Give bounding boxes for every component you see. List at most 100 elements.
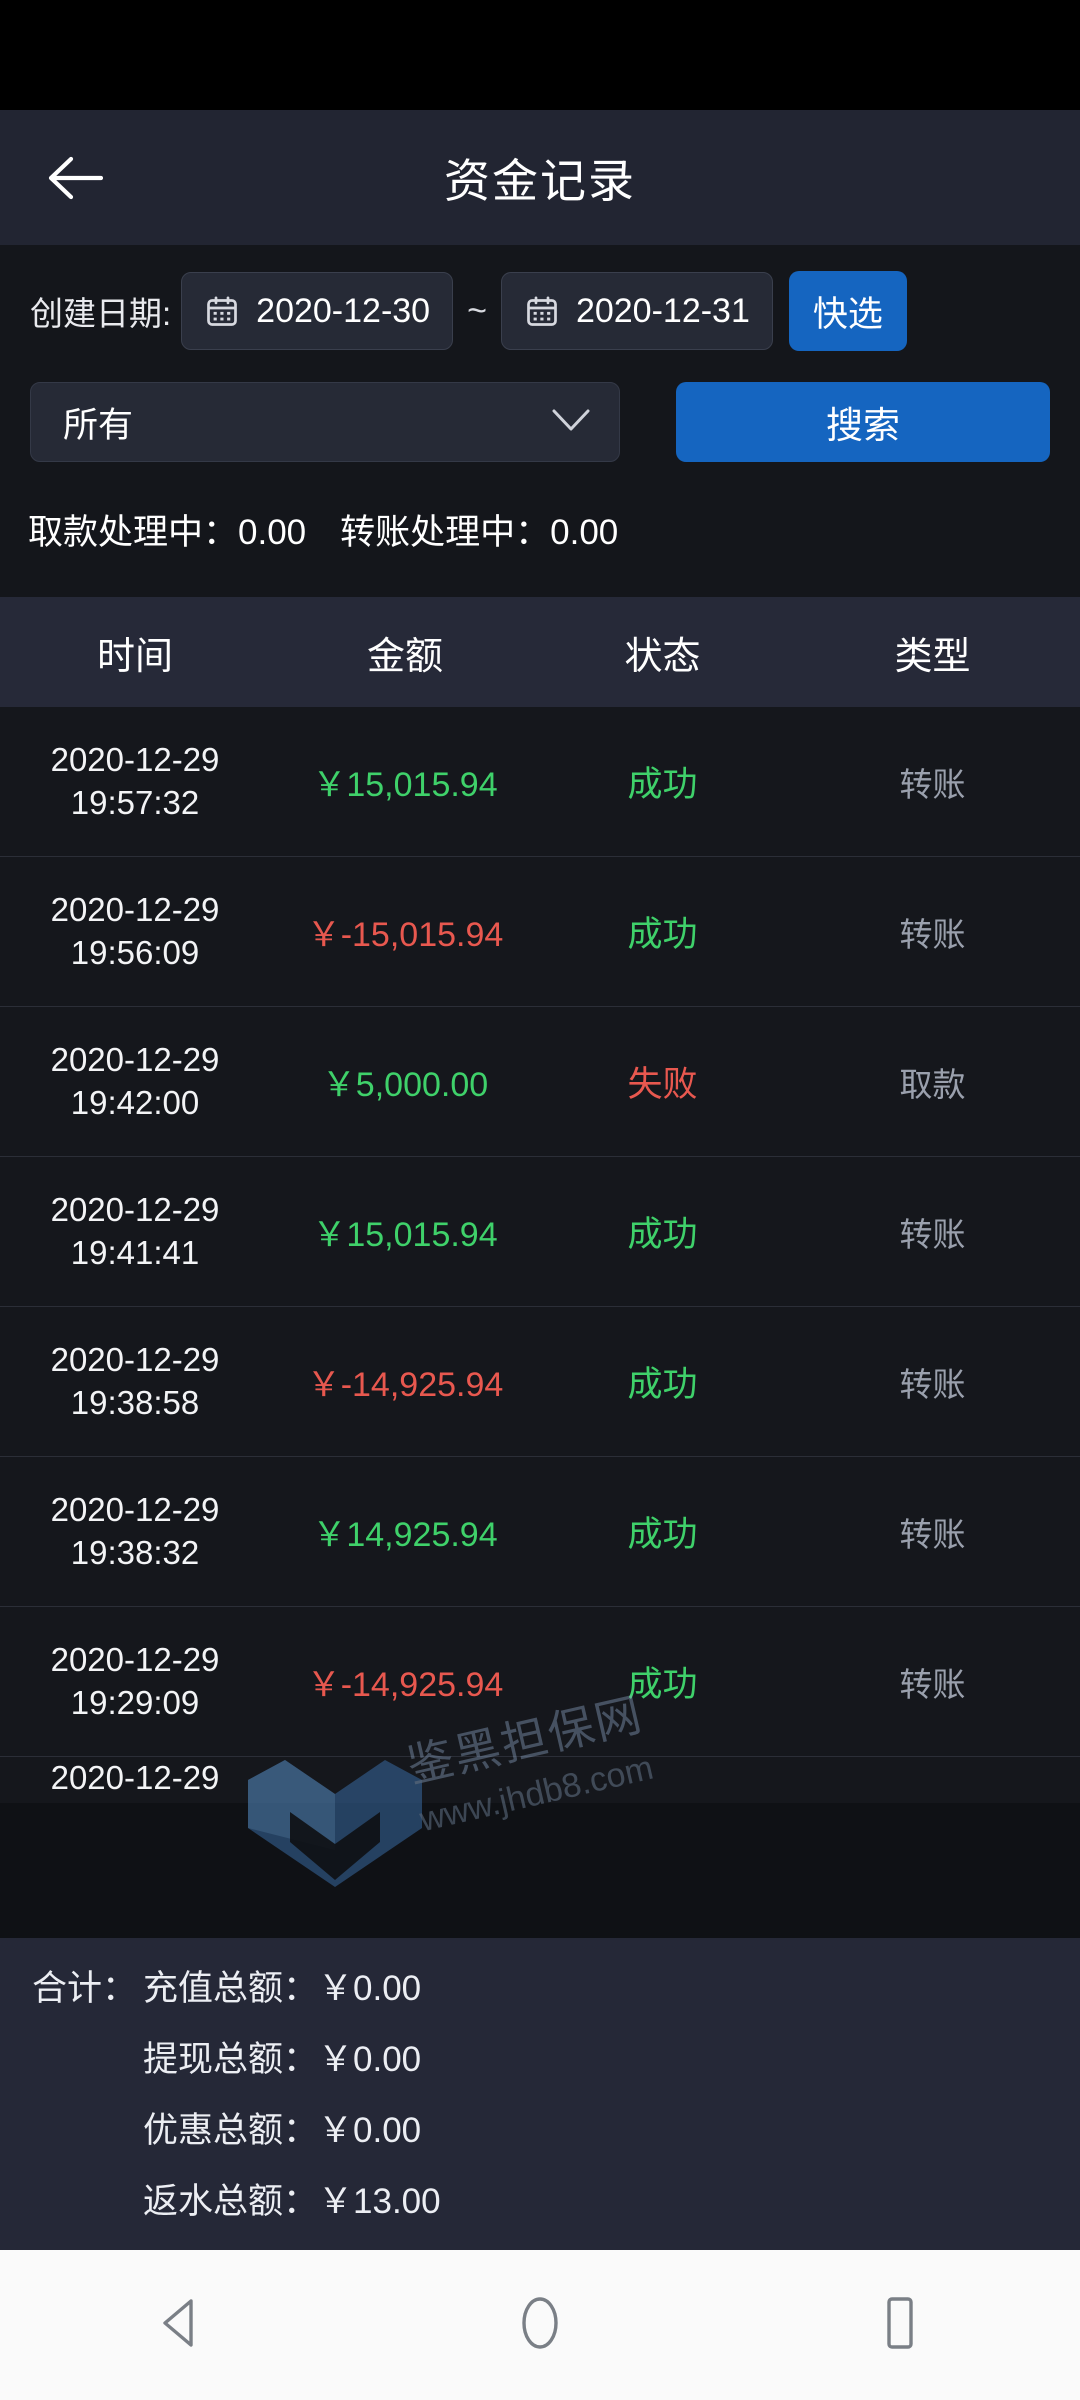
android-navigation-bar (0, 2250, 1080, 2400)
status-bar (0, 0, 1080, 110)
transfer-processing: 转账处理中：0.00 (340, 512, 619, 552)
table-row[interactable]: 2020-12-29 19:56:09 ￥-15,015.94 成功 转账 (0, 857, 1080, 1007)
app-header: 资金记录 (0, 110, 1080, 245)
nav-back-button[interactable] (105, 2250, 255, 2400)
cell-amount: ￥-14,925.94 (270, 1357, 540, 1406)
status-badge: 成功 (627, 1515, 698, 1554)
table-row[interactable]: 2020-12-29 19:42:00 ￥5,000.00 失败 取款 (0, 1007, 1080, 1157)
cell-time: 2020-12-29 19:41:41 (0, 1189, 270, 1273)
cell-time: 2020-12-29 19:42:00 (0, 1039, 270, 1123)
date-to-input[interactable]: 2020-12-31 (500, 272, 773, 350)
cell-status: 成功 (540, 906, 785, 957)
cell-amount: ￥15,015.94 (270, 1207, 540, 1256)
cell-type: 转账 (785, 1358, 1080, 1406)
row-time: 19:57:32 (70, 783, 200, 821)
row-amount: ￥-15,015.94 (306, 916, 504, 954)
nav-home-icon (517, 2295, 563, 2356)
cell-status: 成功 (540, 1656, 785, 1707)
nav-recents-button[interactable] (825, 2250, 975, 2400)
cell-status: 成功 (540, 1506, 785, 1557)
row-date: 2020-12-29 (50, 741, 220, 779)
column-header-amount: 金额 (366, 635, 443, 678)
row-amount: ￥14,925.94 (312, 1516, 498, 1554)
totals-footer: 合计： 充值总额：￥0.00 提现总额：￥0.00 优惠总额：￥0.00 返水总额：￥… (0, 1938, 1080, 2250)
date-from-input[interactable]: 2020-12-30 (181, 272, 454, 350)
row-date: 2020-12-29 (50, 1041, 220, 1079)
row-time: 19:38:32 (70, 1533, 200, 1571)
table-row-partial[interactable]: 2020-12-29 (0, 1757, 1080, 1803)
totals-label: 合计： (32, 1969, 138, 2008)
total-item: 返水总额：￥13.00 (143, 2182, 441, 2221)
page-title: 资金记录 (444, 154, 636, 207)
table-row[interactable]: 2020-12-29 19:29:09 ￥-14,925.94 成功 转账 (0, 1607, 1080, 1757)
status-badge: 成功 (627, 1365, 698, 1404)
nav-home-button[interactable] (465, 2250, 615, 2400)
cell-time: 2020-12-29 19:29:09 (0, 1639, 270, 1723)
records-table: 时间 金额 状态 类型 2020-12-29 19:57:32 ￥15,015.94… (0, 597, 1080, 1887)
row-date: 2020-12-29 (50, 1191, 220, 1229)
row-amount: ￥15,015.94 (312, 766, 498, 804)
withdraw-processing: 取款处理中：0.00 (28, 512, 307, 552)
status-badge: 失败 (627, 1065, 698, 1104)
nav-back-icon (157, 2297, 203, 2354)
cell-type: 转账 (785, 758, 1080, 806)
row-time: 19:41:41 (70, 1233, 200, 1271)
row-time: 19:38:58 (70, 1383, 200, 1421)
cell-type: 转账 (785, 1208, 1080, 1256)
column-header-status: 状态 (624, 635, 701, 678)
quick-select-button[interactable]: 快选 (788, 271, 907, 351)
row-type: 转账 (899, 1515, 966, 1553)
row-type: 转账 (899, 1215, 966, 1253)
cell-type: 取款 (785, 1058, 1080, 1106)
row-type: 转账 (899, 1365, 966, 1403)
cell-amount: ￥-14,925.94 (270, 1657, 540, 1706)
row-date: 2020-12-29 (50, 1759, 220, 1796)
cell-amount: ￥-15,015.94 (270, 907, 540, 956)
chevron-down-icon (549, 405, 593, 440)
cell-time: 2020-12-29 (0, 1757, 270, 1799)
table-row[interactable]: 2020-12-29 19:38:32 ￥14,925.94 成功 转账 (0, 1457, 1080, 1607)
cell-amount: ￥5,000.00 (270, 1057, 540, 1106)
row-time: 19:42:00 (70, 1083, 200, 1121)
filter-panel: 创建日期: 2020-12-30 (0, 245, 1080, 597)
row-amount: ￥15,015.94 (312, 1216, 498, 1254)
cell-status: 失败 (540, 1056, 785, 1107)
column-header-type: 类型 (894, 635, 971, 678)
row-type: 转账 (899, 1665, 966, 1703)
type-select-value: 所有 (63, 405, 134, 445)
row-type: 转账 (899, 765, 966, 803)
status-badge: 成功 (627, 1215, 698, 1254)
back-button[interactable] (38, 141, 112, 215)
cell-time: 2020-12-29 19:38:32 (0, 1489, 270, 1573)
date-to-value: 2020-12-31 (575, 291, 750, 330)
date-from-value: 2020-12-30 (256, 291, 431, 330)
cell-type: 转账 (785, 908, 1080, 956)
row-amount: ￥-14,925.94 (306, 1666, 504, 1704)
search-button[interactable]: 搜索 (676, 382, 1050, 462)
row-date: 2020-12-29 (50, 1491, 220, 1529)
table-row[interactable]: 2020-12-29 19:57:32 ￥15,015.94 成功 转账 (0, 707, 1080, 857)
table-row[interactable]: 2020-12-29 19:38:58 ￥-14,925.94 成功 转账 (0, 1307, 1080, 1457)
created-date-label: 创建日期: (30, 295, 172, 332)
row-amount: ￥5,000.00 (321, 1066, 489, 1104)
row-type: 取款 (899, 1065, 966, 1103)
totals-list: 充值总额：￥0.00 提现总额：￥0.00 优惠总额：￥0.00 返水总额：￥13.0… (143, 1960, 441, 2224)
cell-time: 2020-12-29 19:57:32 (0, 739, 270, 823)
table-row[interactable]: 2020-12-29 19:41:41 ￥15,015.94 成功 转账 (0, 1157, 1080, 1307)
status-badge: 成功 (627, 1665, 698, 1704)
cell-status: 成功 (540, 756, 785, 807)
status-badge: 成功 (627, 915, 698, 954)
row-amount: ￥-14,925.94 (306, 1366, 504, 1404)
table-header-row: 时间 金额 状态 类型 (0, 597, 1080, 707)
status-badge: 成功 (627, 765, 698, 804)
date-range-separator: ~ (467, 291, 487, 330)
column-header-time: 时间 (96, 635, 173, 678)
row-date: 2020-12-29 (50, 891, 220, 929)
row-date: 2020-12-29 (50, 1341, 220, 1379)
type-select[interactable]: 所有 (30, 382, 620, 462)
row-type: 转账 (899, 915, 966, 953)
cell-time: 2020-12-29 19:56:09 (0, 889, 270, 973)
arrow-left-icon (47, 155, 103, 201)
cell-status: 成功 (540, 1206, 785, 1257)
